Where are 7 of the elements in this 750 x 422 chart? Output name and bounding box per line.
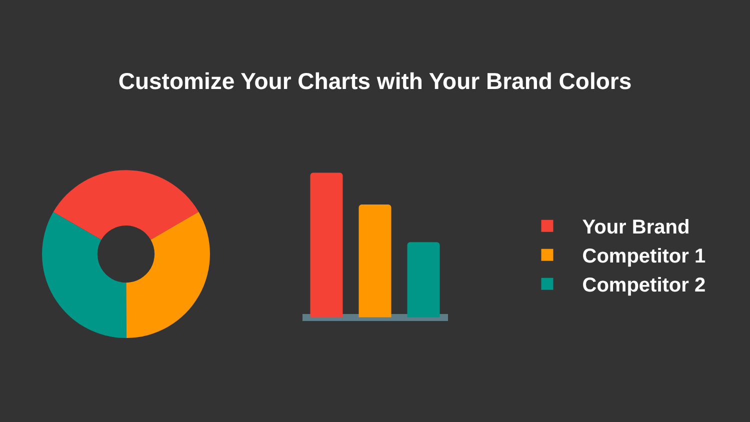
chart-title: Customize Your Charts with Your Brand Colors xyxy=(118,68,632,94)
legend-label: Competitor 1 xyxy=(582,246,706,268)
donut-slice xyxy=(126,212,210,338)
donut-slice xyxy=(42,212,126,338)
legend-label: Your Brand xyxy=(582,216,690,239)
legend-label: Competitor 2 xyxy=(582,274,706,297)
donut-slice xyxy=(53,170,199,240)
